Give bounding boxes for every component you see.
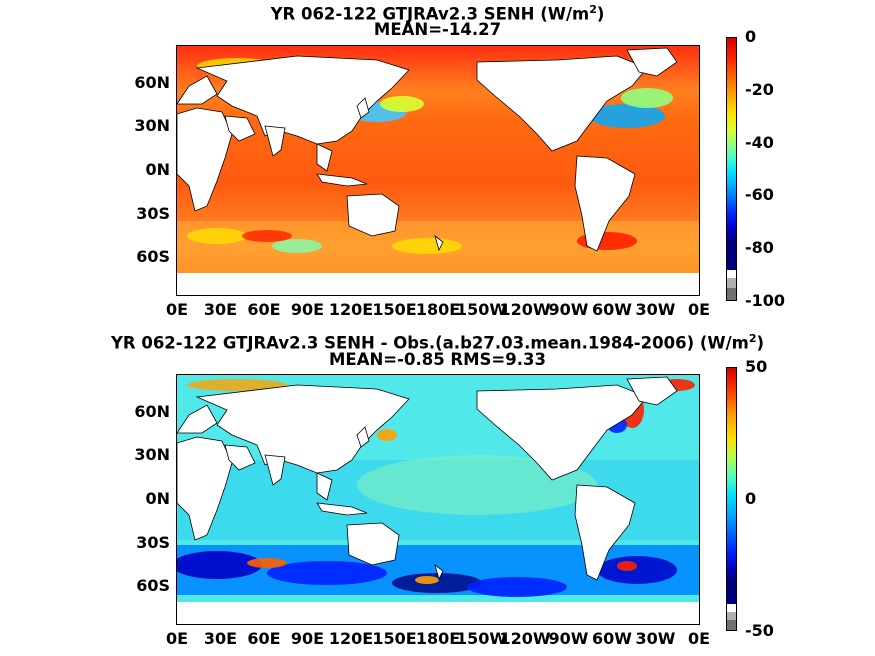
bottom-x-tick-label: 0E	[165, 629, 189, 648]
top-chart-title: YR 062-122 GTJRAv2.3 SENH (W/m2)	[0, 0, 875, 25]
bottom-map-plot	[176, 374, 700, 625]
bottom-x-tick-label: 150W	[455, 629, 508, 648]
bottom-colorbar-tick-label: -50	[745, 621, 774, 640]
top-map-svg	[177, 46, 699, 295]
bottom-map-features	[177, 379, 699, 624]
top-title-close: )	[596, 4, 605, 24]
top-colorbar-tick-label: -100	[745, 291, 786, 310]
top-x-tick-label: 60E	[247, 300, 281, 319]
top-x-tick-label: 0E	[165, 300, 189, 319]
top-map-antarctica	[177, 273, 699, 295]
top-colorbar-tick-label: -80	[745, 238, 774, 258]
top-x-tick-label: 120E	[328, 300, 374, 319]
bottom-map-land	[177, 376, 678, 581]
top-x-tick-label: 120W	[499, 300, 551, 319]
bottom-map-svg	[177, 375, 699, 624]
bottom-y-tick-label: 60S	[136, 576, 170, 595]
bottom-x-tick-label: 120W	[499, 629, 551, 648]
top-x-tick-label: 180E	[415, 300, 461, 319]
top-x-tick-label: 90W	[548, 300, 589, 319]
top-y-tick-label: 30S	[136, 204, 170, 223]
bottom-x-tick-label: 90W	[548, 629, 589, 648]
top-x-tick-label: 0E	[687, 300, 711, 319]
top-y-tick-label: 60S	[136, 247, 170, 266]
bottom-x-tick-label: 150E	[372, 629, 417, 648]
top-y-tick-label: 30N	[134, 116, 170, 135]
bottom-colorbar-tick-label: 0	[745, 489, 757, 508]
bottom-y-tick-label: 60N	[134, 402, 170, 421]
bottom-x-tick-label: 30E	[203, 629, 238, 648]
bottom-x-tick-label: 90E	[290, 629, 325, 648]
bottom-x-tick-label: 120E	[328, 629, 374, 648]
bottom-y-tick-label: 0N	[145, 489, 170, 508]
top-x-tick-label: 60W	[592, 300, 632, 319]
bottom-y-tick-label: 30N	[134, 445, 170, 464]
bottom-title-text: YR 062-122 GTJRAv2.3 SENH - Obs.(a.b27.0…	[110, 333, 749, 353]
top-x-tick-label: 150W	[455, 300, 508, 319]
top-colorbar-svg	[727, 38, 736, 300]
top-title-superscript: 2	[589, 3, 597, 16]
top-y-tick-label: 60N	[134, 73, 170, 92]
bottom-map-antarctica	[177, 602, 699, 624]
bottom-x-tick-label: 60W	[592, 629, 632, 648]
top-y-tick-label: 0N	[145, 160, 170, 179]
bottom-colorbar-svg	[727, 368, 736, 630]
top-map-plot	[176, 45, 700, 296]
top-x-tick-label: 30W	[635, 300, 676, 319]
top-colorbar-tick-label: -40	[745, 132, 774, 152]
top-x-tick-label: 30E	[203, 300, 238, 319]
bottom-x-tick-label: 0E	[687, 629, 711, 648]
top-x-tick-label: 150E	[372, 300, 417, 319]
bottom-x-tick-label: 30W	[635, 629, 676, 648]
bottom-x-tick-label: 180E	[415, 629, 461, 648]
top-map-land	[177, 47, 678, 252]
bottom-colorbar-tick-label: 50	[745, 357, 768, 376]
bottom-chart-title: YR 062-122 GTJRAv2.3 SENH - Obs.(a.b27.0…	[0, 329, 875, 354]
bottom-title-superscript: 2	[748, 332, 757, 345]
bottom-chart-subtitle: MEAN=-0.85 RMS=9.33	[329, 350, 546, 369]
top-chart-subtitle: MEAN=-14.27	[373, 20, 502, 39]
top-x-tick-label: 90E	[290, 300, 325, 319]
top-title-text: YR 062-122 GTJRAv2.3 SENH (W/m	[270, 4, 590, 24]
top-colorbar-tick-label: -20	[745, 79, 774, 99]
bottom-colorbar	[726, 367, 737, 631]
top-colorbar-tick-label: 0	[745, 27, 757, 46]
bottom-x-tick-label: 60E	[247, 629, 281, 648]
top-colorbar	[726, 37, 737, 301]
top-colorbar-tick-label: -60	[745, 185, 774, 205]
bottom-title-close: )	[756, 333, 765, 353]
bottom-y-tick-label: 30S	[136, 533, 170, 552]
